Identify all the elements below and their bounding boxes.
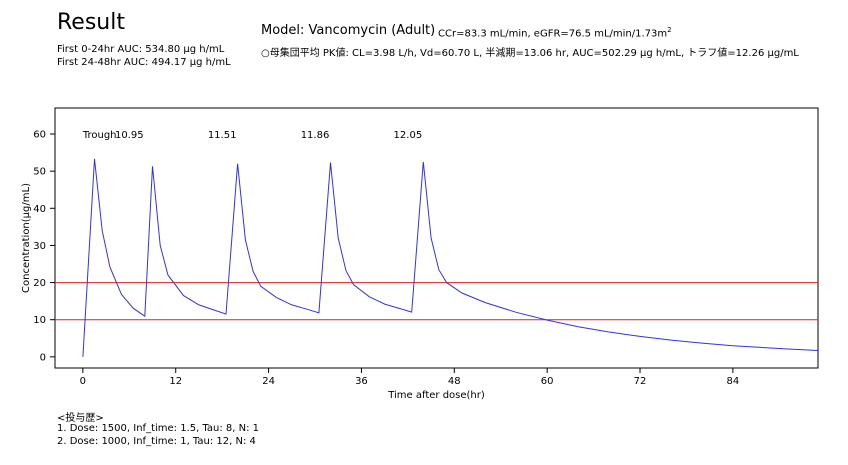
renal-unit-superscript: 2: [667, 26, 672, 34]
y-tick-label: 50: [33, 167, 46, 178]
plot-frame: [54, 107, 819, 369]
pk-summary-line: ○母集団平均 PK値: CL=3.98 L/h, Vd=60.70 L, 半減期…: [261, 48, 799, 59]
trough-value-label: 11.86: [301, 130, 330, 141]
trough-header-label: Trough: [82, 130, 117, 141]
x-axis-label: Time after dose(hr): [387, 390, 485, 401]
trough-value-label: 10.95: [115, 130, 144, 141]
x-tick-label: 84: [727, 376, 740, 387]
y-tick-label: 10: [33, 315, 46, 326]
model-title: Model: Vancomycin (Adult): [261, 23, 436, 38]
auc-first-24-48: First 24-48hr AUC: 494.17 μg h/mL: [57, 57, 231, 68]
x-tick-label: 36: [355, 376, 368, 387]
trough-value-label: 11.51: [208, 130, 237, 141]
auc-first-0-24: First 0-24hr AUC: 534.80 μg h/mL: [57, 44, 225, 55]
renal-function-line: CCr=83.3 mL/min, eGFR=76.5 mL/min/1.73m2: [438, 26, 672, 39]
dose-history-item: 2. Dose: 1000, Inf_time: 1, Tau: 12, N: …: [57, 436, 256, 447]
concentration-series-line: [82, 158, 819, 357]
x-tick-label: 12: [169, 376, 182, 387]
result-title: Result: [57, 10, 125, 35]
y-tick-label: 60: [33, 130, 46, 141]
x-tick-label: 72: [634, 376, 647, 387]
y-tick-label: 40: [33, 204, 46, 215]
y-tick-label: 30: [33, 241, 46, 252]
y-tick-label: 20: [33, 278, 46, 289]
dose-history-item: 1. Dose: 1500, Inf_time: 1.5, Tau: 8, N:…: [57, 423, 260, 434]
x-tick-label: 0: [80, 376, 86, 387]
x-tick-label: 48: [448, 376, 461, 387]
x-tick-label: 24: [262, 376, 275, 387]
dose-history-heading: <投与歴>: [57, 413, 104, 424]
y-tick-label: 0: [40, 352, 46, 363]
y-axis-label: Concentration(μg/mL): [21, 183, 32, 293]
renal-function-text: CCr=83.3 mL/min, eGFR=76.5 mL/min/1.73m: [438, 28, 668, 40]
x-tick-label: 60: [541, 376, 554, 387]
trough-value-label: 12.05: [394, 130, 423, 141]
